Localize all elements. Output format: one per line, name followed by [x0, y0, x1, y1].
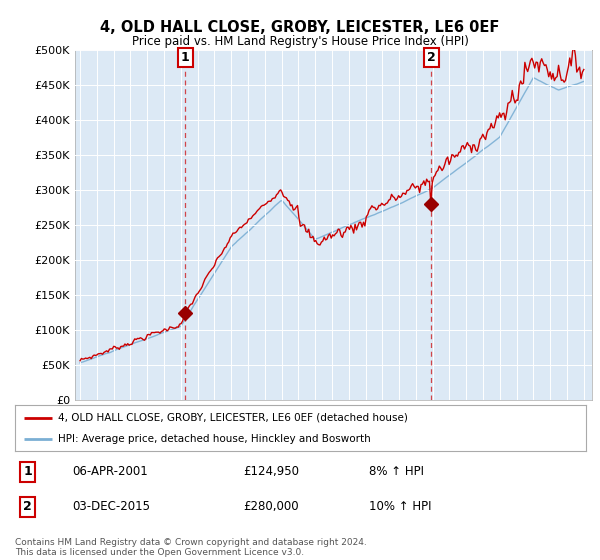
- Text: 4, OLD HALL CLOSE, GROBY, LEICESTER, LE6 0EF: 4, OLD HALL CLOSE, GROBY, LEICESTER, LE6…: [100, 20, 500, 35]
- Text: HPI: Average price, detached house, Hinckley and Bosworth: HPI: Average price, detached house, Hinc…: [58, 435, 371, 444]
- Text: 2: 2: [427, 51, 436, 64]
- Text: 06-APR-2001: 06-APR-2001: [72, 465, 148, 478]
- Text: 8% ↑ HPI: 8% ↑ HPI: [369, 465, 424, 478]
- Text: 2: 2: [23, 500, 32, 514]
- Text: £124,950: £124,950: [244, 465, 299, 478]
- Text: 1: 1: [23, 465, 32, 478]
- Text: Price paid vs. HM Land Registry's House Price Index (HPI): Price paid vs. HM Land Registry's House …: [131, 35, 469, 48]
- Text: 1: 1: [181, 51, 190, 64]
- Text: £280,000: £280,000: [244, 500, 299, 514]
- Text: 10% ↑ HPI: 10% ↑ HPI: [369, 500, 431, 514]
- Text: 03-DEC-2015: 03-DEC-2015: [72, 500, 150, 514]
- Text: Contains HM Land Registry data © Crown copyright and database right 2024.
This d: Contains HM Land Registry data © Crown c…: [15, 538, 367, 557]
- Text: 4, OLD HALL CLOSE, GROBY, LEICESTER, LE6 0EF (detached house): 4, OLD HALL CLOSE, GROBY, LEICESTER, LE6…: [58, 413, 408, 423]
